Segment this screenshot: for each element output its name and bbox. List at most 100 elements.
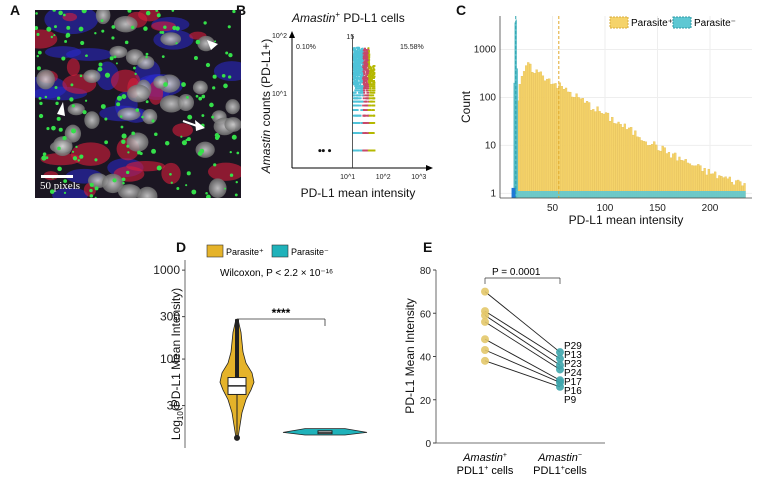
green-parasite-dot — [81, 10, 87, 14]
green-parasite-dot — [51, 125, 56, 131]
scatter-point — [355, 66, 357, 69]
green-parasite-dot — [163, 25, 167, 29]
green-parasite-dot — [186, 137, 191, 142]
scatter-point — [353, 122, 356, 124]
scatter-point — [368, 56, 371, 59]
scatter-point — [361, 73, 364, 75]
scatter-point — [361, 70, 364, 73]
green-parasite-dot — [175, 26, 180, 31]
scatter-point — [365, 69, 368, 72]
cell-nucleus — [64, 124, 82, 143]
scatter-point — [354, 89, 357, 92]
green-parasite-dot — [191, 189, 197, 195]
scatter-point — [358, 85, 361, 88]
scatter-point — [363, 78, 366, 81]
scatter-point — [361, 47, 364, 50]
histogram-bar-parasite-plus — [550, 84, 553, 199]
scatter-point — [356, 75, 359, 78]
histogram-bar-parasite-plus — [579, 98, 582, 199]
scatter-point — [352, 69, 355, 72]
histogram-bar-parasite-plus — [535, 69, 538, 199]
histogram-bar-parasite-plus — [558, 82, 561, 199]
scatter-point — [372, 81, 375, 84]
scatter-point — [356, 149, 359, 152]
histogram-bar-parasite-plus — [657, 150, 660, 199]
green-parasite-dot — [181, 82, 186, 87]
scatter-point — [370, 114, 372, 117]
arrow-marker-icon — [195, 120, 205, 131]
histogram-bar-parasite-plus — [577, 97, 580, 199]
scatter-point — [364, 51, 367, 54]
scatter-point — [363, 67, 365, 70]
x-axis-arrow-icon — [426, 165, 433, 171]
scatter-point — [358, 104, 360, 107]
green-parasite-dot — [201, 114, 205, 118]
green-parasite-dot — [112, 178, 117, 183]
green-parasite-dot — [41, 155, 47, 161]
scatter-point — [366, 87, 368, 90]
scatter-point — [356, 94, 359, 97]
scatter-point — [357, 100, 360, 103]
scatter-point — [360, 74, 363, 77]
scatter-point — [369, 104, 372, 107]
scatter-point — [355, 89, 358, 92]
green-parasite-dot — [213, 163, 217, 167]
histogram-bar-parasite-plus — [546, 78, 549, 199]
green-parasite-dot — [75, 145, 78, 149]
green-parasite-dot — [101, 29, 105, 33]
scatter-point — [367, 100, 370, 103]
cell-nucleus — [113, 15, 138, 33]
scatter-point — [352, 75, 355, 78]
y-tick-label: 20 — [420, 396, 432, 407]
scatter-point — [369, 109, 372, 111]
scatter-point — [355, 149, 358, 152]
green-parasite-dot — [61, 56, 66, 61]
green-parasite-dot — [62, 136, 67, 141]
arrow-shaft — [182, 120, 201, 128]
scatter-point — [371, 75, 374, 78]
x-category-label: Amastin+ — [462, 452, 507, 464]
scatter-point — [369, 73, 371, 75]
scatter-point — [353, 74, 355, 77]
green-parasite-dot — [89, 182, 94, 187]
green-parasite-dot — [100, 19, 104, 23]
p-value-label: P = 0.0001 — [492, 267, 541, 278]
scatter-point — [359, 78, 362, 81]
scatter-point — [358, 74, 361, 77]
green-parasite-dot — [63, 179, 68, 183]
scatter-point — [370, 77, 372, 79]
scatter-point — [371, 100, 374, 103]
scatter-point — [364, 47, 366, 50]
scatter-point — [366, 109, 369, 111]
scatter-point — [368, 122, 371, 124]
histogram-bar-parasite-plus — [648, 145, 652, 199]
scatter-point — [359, 69, 362, 72]
scatter-point — [372, 70, 375, 73]
scatter-point — [365, 132, 367, 135]
green-parasite-dot — [127, 151, 130, 154]
scatter-point — [367, 51, 369, 54]
green-parasite-dot — [89, 194, 94, 198]
scatter-point — [354, 75, 356, 78]
histogram-bar-parasite-minus — [513, 82, 515, 199]
histogram-bar-parasite-plus — [613, 123, 616, 199]
green-parasite-dot — [78, 26, 84, 32]
scatter-point — [363, 72, 366, 74]
green-parasite-dot — [120, 125, 124, 129]
scatter-point — [367, 83, 369, 86]
red-stain-region — [66, 58, 80, 76]
scatter-point — [352, 56, 355, 59]
scatter-point — [361, 50, 364, 53]
scatter-point — [367, 109, 370, 111]
scatter-point — [357, 89, 360, 92]
green-parasite-dot — [56, 96, 61, 100]
scatter-point — [355, 132, 358, 135]
scatter-point — [369, 132, 372, 135]
scatter-point — [370, 68, 373, 71]
panel-letter-c: C — [456, 2, 467, 18]
scatter-point — [366, 83, 368, 86]
scatter-point — [364, 94, 367, 97]
scatter-point — [367, 47, 370, 50]
scatter-point — [358, 67, 361, 70]
scatter-point — [370, 78, 373, 81]
